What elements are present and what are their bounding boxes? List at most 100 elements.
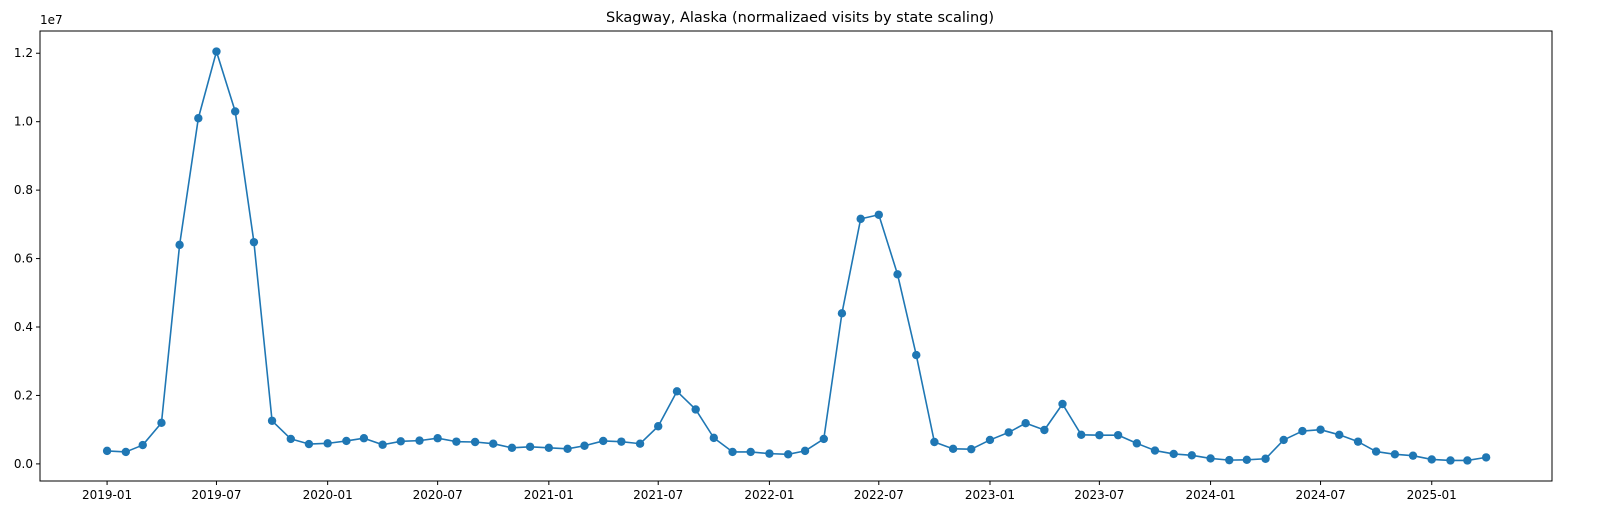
data-point <box>175 240 184 250</box>
data-point <box>433 434 442 443</box>
data-point <box>948 444 958 454</box>
data-point <box>672 387 682 396</box>
x-tick-label: 2023-01 <box>965 488 1015 502</box>
data-point <box>452 437 461 446</box>
data-point <box>912 350 921 360</box>
data-point <box>1169 449 1178 459</box>
data-point <box>783 450 793 459</box>
data-point <box>1408 451 1418 460</box>
data-point <box>1481 453 1491 462</box>
data-point <box>985 435 995 445</box>
data-point <box>1095 430 1104 440</box>
data-point <box>1150 446 1160 455</box>
data-point <box>967 444 976 454</box>
data-point <box>121 447 131 457</box>
data-point <box>1390 450 1400 459</box>
data-point <box>617 437 626 446</box>
data-point <box>819 434 828 444</box>
data-point <box>544 443 554 453</box>
x-tick-label: 2020-01 <box>303 488 353 502</box>
x-tick-label: 2021-01 <box>524 488 574 502</box>
data-point <box>1298 426 1307 436</box>
series-visits <box>102 47 1491 465</box>
y-tick-label: 0.0 <box>14 457 33 471</box>
data-point <box>470 437 480 447</box>
data-point <box>691 405 700 414</box>
data-point <box>837 309 847 318</box>
data-point <box>489 439 498 448</box>
data-point <box>1187 451 1197 460</box>
data-point <box>1335 430 1344 440</box>
data-point <box>1113 430 1123 440</box>
data-point <box>1004 428 1013 437</box>
x-tick-label: 2023-07 <box>1074 488 1124 502</box>
data-point <box>323 439 332 448</box>
x-tick-label: 2021-07 <box>633 488 683 502</box>
data-point <box>507 443 517 453</box>
data-point <box>342 436 351 446</box>
y-tick-label: 0.4 <box>14 320 33 334</box>
data-point <box>1242 455 1252 464</box>
x-tick-label: 2024-07 <box>1295 488 1345 502</box>
data-point <box>1463 456 1472 465</box>
data-point <box>746 447 755 457</box>
data-point <box>1371 447 1381 456</box>
x-tick-label: 2019-01 <box>82 488 132 502</box>
data-point <box>138 440 147 450</box>
data-point <box>212 47 221 56</box>
data-point <box>1446 456 1455 465</box>
data-point <box>525 442 535 451</box>
data-point <box>930 437 939 447</box>
data-point <box>856 214 865 224</box>
y-tick-label: 0.8 <box>14 183 33 197</box>
x-tick-label: 2019-07 <box>191 488 241 502</box>
x-axis: 2019-01 2019-07 2020-01 2020-07 2021-01 2021-… <box>82 481 1457 502</box>
data-point <box>874 210 883 219</box>
data-point <box>635 439 645 448</box>
data-point <box>1261 454 1270 463</box>
x-tick-label: 2022-01 <box>744 488 794 502</box>
data-point <box>359 434 369 443</box>
x-tick-label: 2020-07 <box>413 488 463 502</box>
data-point <box>286 434 295 444</box>
y-tick-label: 1.2 <box>14 46 33 60</box>
data-point <box>1040 425 1049 435</box>
data-point <box>1225 455 1234 465</box>
data-point <box>415 436 424 445</box>
data-point <box>194 114 203 123</box>
data-point <box>728 447 737 457</box>
data-point <box>1077 430 1086 440</box>
data-point <box>230 107 240 116</box>
series-line <box>107 50 1487 462</box>
data-point <box>709 433 719 443</box>
data-point <box>157 418 166 428</box>
data-point <box>102 446 112 456</box>
data-point <box>1132 439 1142 448</box>
x-tick-label: 2024-01 <box>1185 488 1235 502</box>
data-point <box>1353 437 1363 446</box>
data-point <box>249 237 259 247</box>
data-point <box>304 439 314 449</box>
data-point <box>765 449 774 458</box>
data-point <box>1279 435 1288 445</box>
data-point <box>1316 425 1325 434</box>
data-point <box>654 422 663 431</box>
data-point <box>800 446 810 456</box>
data-point <box>563 444 572 454</box>
data-point <box>378 440 387 449</box>
data-point <box>267 416 277 425</box>
data-point <box>1058 399 1067 409</box>
data-point <box>1206 454 1215 463</box>
data-point <box>893 270 902 279</box>
data-point <box>1427 455 1436 464</box>
data-point <box>580 441 589 450</box>
plot-area-frame <box>39 30 1553 482</box>
y-tick-label: 0.2 <box>14 388 33 402</box>
data-point <box>599 436 608 446</box>
y-tick-label: 1.0 <box>14 115 33 129</box>
y-axis-multiplier: 1e7 <box>40 13 63 27</box>
data-point <box>1021 418 1030 428</box>
data-point <box>396 437 405 446</box>
y-tick-label: 0.6 <box>14 252 33 266</box>
x-tick-label: 2025-01 <box>1407 488 1457 502</box>
